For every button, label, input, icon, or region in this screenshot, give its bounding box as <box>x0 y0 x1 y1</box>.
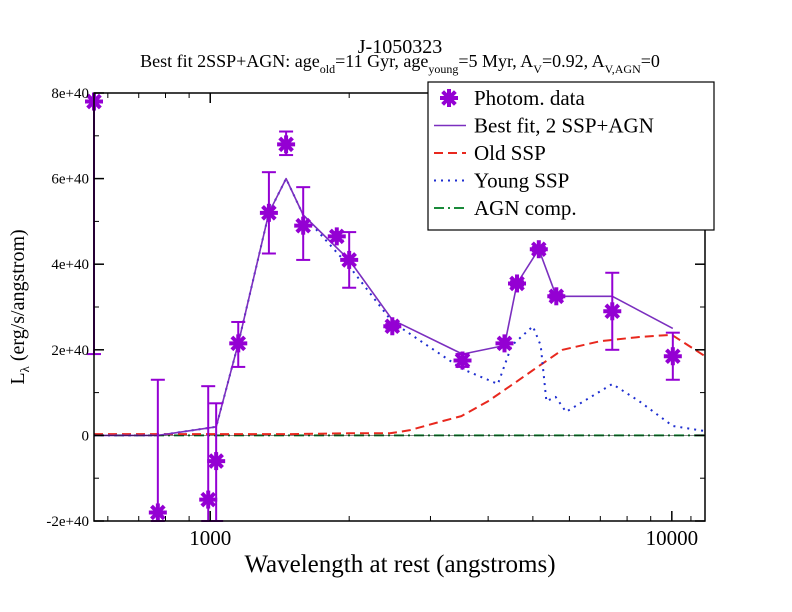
data-point <box>529 240 548 259</box>
marker-core <box>265 209 273 217</box>
data-marker <box>529 240 548 259</box>
data-marker <box>327 227 346 246</box>
data-marker <box>199 490 218 509</box>
legend-label: Young SSP <box>474 169 569 193</box>
y-label-main: L <box>7 372 29 384</box>
marker-core <box>513 279 521 287</box>
x-axis-label: Wavelength at rest (angstroms) <box>244 551 555 578</box>
data-point <box>508 274 527 293</box>
data-point <box>603 271 622 351</box>
chart-title: Best fit 2SSP+AGN: ageold=11 Gyr, ageyou… <box>140 51 660 76</box>
chart-title-group: J-1050323 Best fit 2SSP+AGN: ageold=11 G… <box>140 36 660 76</box>
y-axis-label: Lλ (erg/s/angstrom) <box>7 229 32 384</box>
marker-core <box>299 222 307 230</box>
title-mid2: =5 Myr, A <box>458 51 533 71</box>
legend-label: Photom. data <box>474 86 586 110</box>
title-prefix: Best fit 2SSP+AGN: age <box>140 51 320 71</box>
marker-core <box>500 339 508 347</box>
title-sub-young: young <box>428 62 458 76</box>
data-marker <box>277 135 296 154</box>
data-point <box>663 331 682 381</box>
data-marker <box>294 216 313 235</box>
data-marker <box>259 203 278 222</box>
data-marker <box>453 351 472 370</box>
legend-label: Old SSP <box>474 141 546 165</box>
data-point <box>547 287 566 306</box>
marker-core <box>445 94 453 102</box>
data-marker <box>383 317 402 336</box>
chart-object-id: J-1050323 <box>358 36 442 58</box>
data-point <box>495 334 514 353</box>
marker-core <box>282 140 290 148</box>
y-tick-label: -2e+40 <box>46 514 89 530</box>
data-marker <box>229 334 248 353</box>
data-point <box>259 171 278 255</box>
data-marker <box>207 452 226 471</box>
title-mid3: =0.92, A <box>542 51 605 71</box>
marker-core <box>234 339 242 347</box>
marker-core <box>388 322 396 330</box>
title-sub-v: V <box>533 62 542 76</box>
data-point <box>229 320 248 368</box>
data-marker <box>508 274 527 293</box>
data-point <box>277 130 296 157</box>
y-tick-label: 4e+40 <box>51 257 89 273</box>
data-point <box>383 317 402 336</box>
data-point <box>340 231 359 289</box>
marker-core <box>535 245 543 253</box>
marker-core <box>608 307 616 315</box>
marker-core <box>212 457 220 465</box>
legend-marker <box>440 89 458 107</box>
series-layer <box>94 177 705 437</box>
data-marker <box>663 347 682 366</box>
series-line-bestfit <box>94 177 674 437</box>
marker-core <box>204 496 212 504</box>
legend-entry-data: Photom. data <box>440 86 586 110</box>
legend-entry-agn: AGN comp. <box>434 196 577 220</box>
x-tick-label: 10000 <box>646 526 699 550</box>
data-marker <box>547 287 566 306</box>
x-tick-label: 1000 <box>189 526 231 550</box>
title-sub-old: old <box>320 62 335 76</box>
marker-core <box>154 508 162 516</box>
y-tick-label: 2e+40 <box>51 343 89 359</box>
title-sub-vagn: V,AGN <box>605 62 641 76</box>
data-point <box>148 378 167 522</box>
data-point <box>207 402 226 522</box>
data-marker <box>340 250 359 269</box>
legend-entry-young: Young SSP <box>434 169 569 193</box>
data-point <box>327 227 346 246</box>
legend-label: AGN comp. <box>474 196 577 220</box>
y-label-rest: (erg/s/angstrom) <box>7 229 29 366</box>
legend-label: Best fit, 2 SSP+AGN <box>474 114 654 138</box>
x-axis: 1000 10000 <box>107 93 699 550</box>
data-point <box>294 186 313 261</box>
title-mid1: =11 Gyr, age <box>335 51 428 71</box>
y-tick-label: 0 <box>82 428 90 444</box>
data-point <box>453 351 472 370</box>
marker-core <box>669 352 677 360</box>
title-suffix: =0 <box>641 51 660 71</box>
legend: Photom. data Best fit, 2 SSP+AGN Old SSP Yo… <box>427 81 715 231</box>
marker-core <box>552 292 560 300</box>
data-marker <box>495 334 514 353</box>
data-marker <box>148 503 167 522</box>
legend-box <box>427 81 715 231</box>
y-label-sub: λ <box>17 365 32 372</box>
marker-core <box>333 232 341 240</box>
series-line-old <box>94 333 705 436</box>
data-marker <box>603 302 622 321</box>
legend-entry-old: Old SSP <box>434 141 546 165</box>
y-tick-label: 6e+40 <box>51 172 89 188</box>
marker-core <box>459 357 467 364</box>
legend-entry-bestfit: Best fit, 2 SSP+AGN <box>434 114 654 138</box>
y-tick-label: 8e+40 <box>51 86 89 102</box>
marker-core <box>345 256 353 264</box>
